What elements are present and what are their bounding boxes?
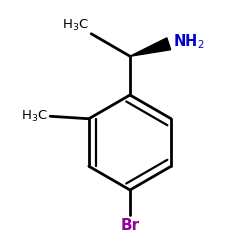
Text: NH$_2$: NH$_2$ (172, 32, 204, 50)
Text: Br: Br (120, 218, 140, 233)
Text: H$_3$C: H$_3$C (62, 18, 89, 32)
Polygon shape (130, 38, 171, 56)
Text: H$_3$C: H$_3$C (21, 109, 48, 124)
